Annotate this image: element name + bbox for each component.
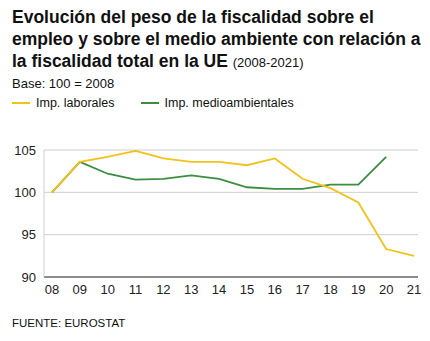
svg-text:21: 21 bbox=[407, 282, 421, 297]
svg-text:11: 11 bbox=[129, 282, 143, 297]
html-text:Imp. medioambientales: Imp. medioambientales bbox=[164, 96, 294, 110]
html-text:Imp. laborales: Imp. laborales bbox=[36, 96, 115, 110]
svg-text:12: 12 bbox=[156, 282, 170, 297]
html-text:Evolución del peso de la fisca: Evolución del peso de la fiscalidad sobr… bbox=[12, 7, 421, 71]
svg-text:20: 20 bbox=[379, 282, 393, 297]
svg-text:15: 15 bbox=[240, 282, 254, 297]
svg-text:10: 10 bbox=[100, 282, 114, 297]
svg-text:08: 08 bbox=[45, 282, 59, 297]
html-text:Base: 100 = 2008: Base: 100 = 2008 bbox=[12, 76, 115, 91]
svg-text:100: 100 bbox=[14, 185, 36, 200]
svg-text:90: 90 bbox=[22, 270, 36, 285]
svg-text:16: 16 bbox=[268, 282, 282, 297]
svg-text:105: 105 bbox=[14, 143, 36, 158]
svg-text:13: 13 bbox=[184, 282, 198, 297]
svg-text:09: 09 bbox=[73, 282, 87, 297]
svg-text:14: 14 bbox=[212, 282, 226, 297]
svg-text:19: 19 bbox=[351, 282, 365, 297]
html-text:FUENTE: EUROSTAT: FUENTE: EUROSTAT bbox=[12, 317, 126, 329]
svg-text:17: 17 bbox=[295, 282, 309, 297]
svg-text:18: 18 bbox=[323, 282, 337, 297]
svg-text:95: 95 bbox=[22, 227, 36, 242]
